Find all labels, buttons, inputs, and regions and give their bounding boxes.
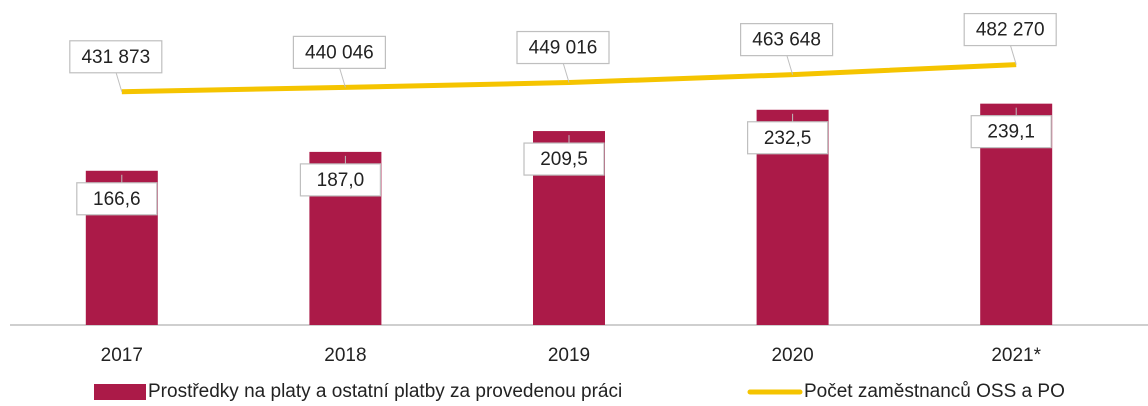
label-box (739, 23, 834, 57)
label-box (970, 115, 1052, 149)
data-label: 209,5 (540, 149, 588, 170)
label-box (69, 40, 163, 74)
data-label: 187,0 (317, 170, 365, 191)
label-box (746, 121, 829, 155)
label-box (76, 182, 158, 216)
label-box (516, 30, 610, 65)
x-tick-label: 2017 (101, 345, 143, 366)
data-label: 463 648 (752, 30, 821, 51)
data-label: 449 016 (529, 38, 598, 59)
label-box (523, 142, 605, 176)
label-leader (562, 62, 570, 83)
label-box (963, 12, 1057, 47)
x-tick-label: 2018 (324, 345, 366, 366)
label-leader (115, 71, 123, 92)
label-leader (338, 67, 346, 88)
x-tick-label: 2020 (771, 345, 813, 366)
legend-label: Počet zaměstnanců OSS a PO (804, 381, 1065, 402)
data-label: 440 046 (305, 42, 374, 63)
label-leader (1009, 44, 1017, 65)
x-tick-label: 2021* (991, 345, 1041, 366)
data-label: 232,5 (764, 128, 812, 149)
data-label: 431 873 (81, 47, 150, 68)
data-label: 166,6 (93, 189, 141, 210)
data-label: 239,1 (987, 122, 1035, 143)
legend-label: Prostředky na platy a ostatní platby za … (148, 381, 622, 402)
line-series (121, 62, 1017, 95)
label-leader (786, 54, 794, 75)
label-box (292, 35, 386, 69)
data-label: 482 270 (976, 20, 1045, 41)
legend-swatch (94, 384, 146, 400)
label-box (299, 163, 381, 197)
x-tick-label: 2019 (548, 345, 590, 366)
